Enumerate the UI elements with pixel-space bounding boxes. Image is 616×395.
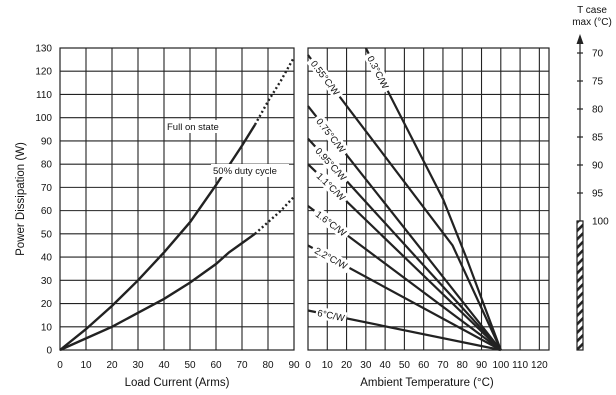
right-x-tick: 40 <box>380 360 392 371</box>
series-label-duty-cycle-bg <box>211 164 289 177</box>
tcase-tick-label: 95 <box>592 189 604 200</box>
tcase-tick-label: 100 <box>592 217 609 228</box>
right-x-tick-labels: 0 10 20 30 40 50 60 70 80 90 100 110 120 <box>305 360 548 371</box>
tcase-tick-label: 80 <box>592 105 604 116</box>
series-label-duty-cycle: 50% duty cycle <box>211 164 289 177</box>
right-series-label-text: 2.2°C/W <box>312 246 348 273</box>
left-y-tick: 60 <box>41 206 53 217</box>
left-y-tick: 30 <box>41 276 53 287</box>
tcase-tick-label: 90 <box>592 161 604 172</box>
right-x-tick: 90 <box>476 360 488 371</box>
left-y-tick: 120 <box>35 67 52 78</box>
left-x-axis-label: Load Current (Arms) <box>125 377 230 389</box>
right-series-label-1: 0.55°C/W <box>306 55 345 101</box>
left-y-tick: 90 <box>41 136 53 147</box>
left-y-tick-labels: 0 10 20 30 40 50 60 70 80 90 100 110 120 130 <box>35 44 52 357</box>
right-x-tick: 120 <box>531 360 548 371</box>
right-series-label-text: 0.55°C/W <box>308 59 341 98</box>
right-x-tick: 70 <box>437 360 449 371</box>
left-series-1-solid <box>59 232 256 352</box>
right-plot-frame <box>307 47 550 351</box>
series-label-full-on: Full on state <box>165 120 241 133</box>
left-series-0-dotted <box>253 56 296 126</box>
tcase-arrow-icon <box>576 34 584 44</box>
left-x-tick: 20 <box>106 360 118 371</box>
right-series-label-bg <box>306 55 345 101</box>
left-x-tick: 10 <box>80 360 92 371</box>
right-series-1 <box>307 54 502 351</box>
left-y-tick: 40 <box>41 253 53 264</box>
left-y-tick: 70 <box>41 183 53 194</box>
left-series <box>59 56 296 352</box>
right-series-label-bg <box>314 306 348 325</box>
left-x-tick: 70 <box>236 360 248 371</box>
right-series-label-bg <box>309 242 353 274</box>
right-x-tick: 60 <box>418 360 430 371</box>
left-y-tick: 80 <box>41 160 53 171</box>
left-y-tick: 130 <box>35 44 52 55</box>
right-series-label-bg <box>310 142 352 186</box>
right-series-label-5: 1.6°C/W <box>310 205 352 241</box>
left-panel: 0 10 20 30 40 50 60 70 80 90 100 110 120 130 0 10 20 30 4… <box>15 44 300 390</box>
right-series-label-text: 0.3°C/W <box>364 54 390 91</box>
left-x-tick: 0 <box>57 360 63 371</box>
left-x-tick-labels: 0 10 20 30 40 50 60 70 80 90 <box>57 360 300 371</box>
left-x-tick: 60 <box>210 360 222 371</box>
right-x-tick: 30 <box>360 360 372 371</box>
left-x-tick: 50 <box>184 360 196 371</box>
right-series-label-bg <box>311 167 351 206</box>
right-series-label-7: 6°C/W <box>314 306 348 325</box>
left-x-tick: 80 <box>262 360 274 371</box>
left-y-tick: 110 <box>36 90 52 101</box>
left-x-tick: 30 <box>132 360 144 371</box>
series-label-duty-cycle-text: 50% duty cycle <box>213 166 277 177</box>
left-x-tick: 90 <box>288 360 300 371</box>
left-series-1-dotted <box>254 195 295 235</box>
right-series-label-bg <box>363 50 394 94</box>
left-plot-frame <box>59 47 295 351</box>
right-x-tick: 100 <box>492 360 509 371</box>
left-y-tick: 0 <box>46 346 52 357</box>
left-y-axis-label: Power Dissipation (W) <box>15 142 27 256</box>
left-y-tick: 10 <box>41 322 53 333</box>
tcase-title-line2: max (°C) <box>572 17 612 28</box>
left-y-tick: 100 <box>35 113 52 124</box>
left-grid <box>60 48 294 350</box>
right-x-tick: 20 <box>341 360 353 371</box>
tcase-tick-label: 85 <box>592 133 604 144</box>
right-series-label-text: 1.6°C/W <box>313 209 348 239</box>
right-series-label-bg <box>311 113 351 158</box>
left-series-0-solid <box>59 124 257 351</box>
right-x-tick: 110 <box>512 360 528 371</box>
left-y-tick: 50 <box>41 229 53 240</box>
right-x-tick: 0 <box>305 360 311 371</box>
tcase-marks: 70 75 80 85 90 95 100 <box>576 34 609 351</box>
right-panel: 0.3°C/W0.55°C/W0.75°C/W0.95°C/W1.1°C/W1.… <box>305 47 550 389</box>
right-series-label-0: 0.3°C/W <box>363 50 394 94</box>
right-x-tick: 80 <box>457 360 469 371</box>
right-series-label-6: 2.2°C/W <box>309 242 353 274</box>
right-x-axis-label: Ambient Temperature (°C) <box>360 377 494 389</box>
right-grid <box>308 48 549 350</box>
right-series-0 <box>364 47 502 351</box>
right-series-label-bg <box>310 205 352 241</box>
tcase-hatched-bar <box>576 220 584 351</box>
left-y-tick: 20 <box>41 299 53 310</box>
tcase-title-line1: T case <box>577 5 607 16</box>
left-x-tick: 40 <box>158 360 170 371</box>
tcase-scale: T case max (°C) 70 75 80 85 90 95 100 <box>572 5 612 351</box>
right-series-label-text: 6°C/W <box>316 308 345 324</box>
tcase-tick-label: 75 <box>592 77 604 88</box>
right-x-tick: 10 <box>322 360 334 371</box>
series-label-full-on-bg <box>165 120 241 133</box>
series-label-full-on-text: Full on state <box>167 122 219 133</box>
tcase-tick-label: 70 <box>592 49 604 60</box>
right-x-tick: 50 <box>399 360 411 371</box>
